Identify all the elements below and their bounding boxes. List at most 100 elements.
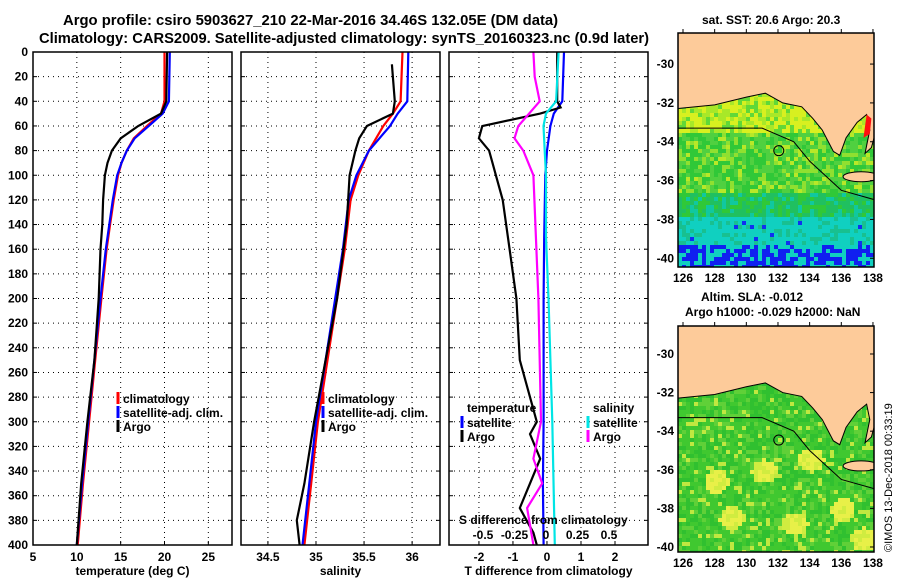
map-cell: [870, 221, 874, 225]
map-cell: [750, 438, 754, 442]
map-cell: [754, 402, 758, 406]
map-cell: [742, 201, 746, 205]
map-cell: [810, 442, 814, 446]
map-cell: [762, 249, 766, 253]
map-cell: [750, 241, 754, 245]
map-cell: [746, 153, 750, 157]
map-cell: [778, 141, 782, 145]
map-cell: [818, 157, 822, 161]
map-cell: [730, 406, 734, 410]
map-cell: [746, 233, 750, 237]
map-cell: [754, 157, 758, 161]
map-cell: [774, 193, 778, 197]
map-cell: [734, 402, 738, 406]
map-cell: [818, 253, 822, 257]
map-cell: [718, 177, 722, 181]
map-cell: [682, 470, 686, 474]
map-cell: [762, 133, 766, 137]
map-cell: [738, 189, 742, 193]
map-cell: [726, 462, 730, 466]
map-cell: [722, 145, 726, 149]
map-cell: [742, 426, 746, 430]
map-cell: [786, 149, 790, 153]
map-cell: [842, 217, 846, 221]
map-cell: [870, 438, 874, 442]
map-cell: [858, 454, 862, 458]
map-cell: [814, 201, 818, 205]
map-cell: [758, 390, 762, 394]
series-line-salinity-argo: [513, 51, 544, 546]
map-cell: [790, 189, 794, 193]
map-cell: [802, 430, 806, 434]
map-cell: [738, 129, 742, 133]
map-cell: [682, 217, 686, 221]
map-cell: [698, 125, 702, 129]
map-cell: [714, 121, 718, 125]
map-cell: [762, 422, 766, 426]
map-cell: [758, 253, 762, 257]
map-cell: [834, 209, 838, 213]
map-cell: [690, 193, 694, 197]
map-cell: [734, 201, 738, 205]
map-cell: [834, 253, 838, 257]
map-cell: [806, 169, 810, 173]
map-cell: [730, 129, 734, 133]
map-cell: [790, 454, 794, 458]
map-cell: [750, 458, 754, 462]
map-cell: [778, 253, 782, 257]
map-cell: [858, 129, 862, 133]
map-cell: [694, 446, 698, 450]
map-cell: [790, 141, 794, 145]
map-cell: [790, 241, 794, 245]
map-cell: [794, 165, 798, 169]
map-cell: [850, 137, 854, 141]
map-cell: [774, 165, 778, 169]
map-cell: [786, 462, 790, 466]
map-cell: [682, 213, 686, 217]
map-cell: [686, 169, 690, 173]
map-cell: [794, 129, 798, 133]
map-cell: [802, 145, 806, 149]
map-cell: [686, 161, 690, 165]
map-cell: [786, 109, 790, 113]
map-cell: [790, 442, 794, 446]
lat-tick-label: -32: [657, 96, 675, 110]
map-cell: [758, 165, 762, 169]
map-cell: [766, 133, 770, 137]
map-cell: [726, 406, 730, 410]
map-cell: [774, 173, 778, 177]
map-cell: [834, 185, 838, 189]
map-cell: [682, 410, 686, 414]
map-cell: [686, 117, 690, 121]
map-cell: [754, 466, 758, 470]
map-cell: [766, 105, 770, 109]
map-cell: [722, 225, 726, 229]
map-cell: [862, 217, 866, 221]
map-cell: [850, 185, 854, 189]
map-cell: [734, 101, 738, 105]
map-cell: [782, 394, 786, 398]
map-cell: [818, 446, 822, 450]
map-cell: [758, 149, 762, 153]
map-cell: [778, 430, 782, 434]
map-cell: [726, 402, 730, 406]
map-cell: [790, 446, 794, 450]
map-cell: [678, 189, 682, 193]
map-cell: [730, 418, 734, 422]
map-cell: [770, 125, 774, 129]
map-cell: [814, 430, 818, 434]
map-cell: [782, 193, 786, 197]
map-cell: [862, 169, 866, 173]
map-cell: [706, 153, 710, 157]
map-cell: [750, 426, 754, 430]
map-cell: [718, 161, 722, 165]
map-cell: [686, 189, 690, 193]
map-cell: [750, 97, 754, 101]
map-cell: [822, 265, 826, 267]
map-cell: [826, 185, 830, 189]
map-cell: [682, 257, 686, 261]
map-cell: [782, 414, 786, 418]
map-cell: [746, 390, 750, 394]
map-cell: [758, 233, 762, 237]
map-cell: [754, 145, 758, 149]
